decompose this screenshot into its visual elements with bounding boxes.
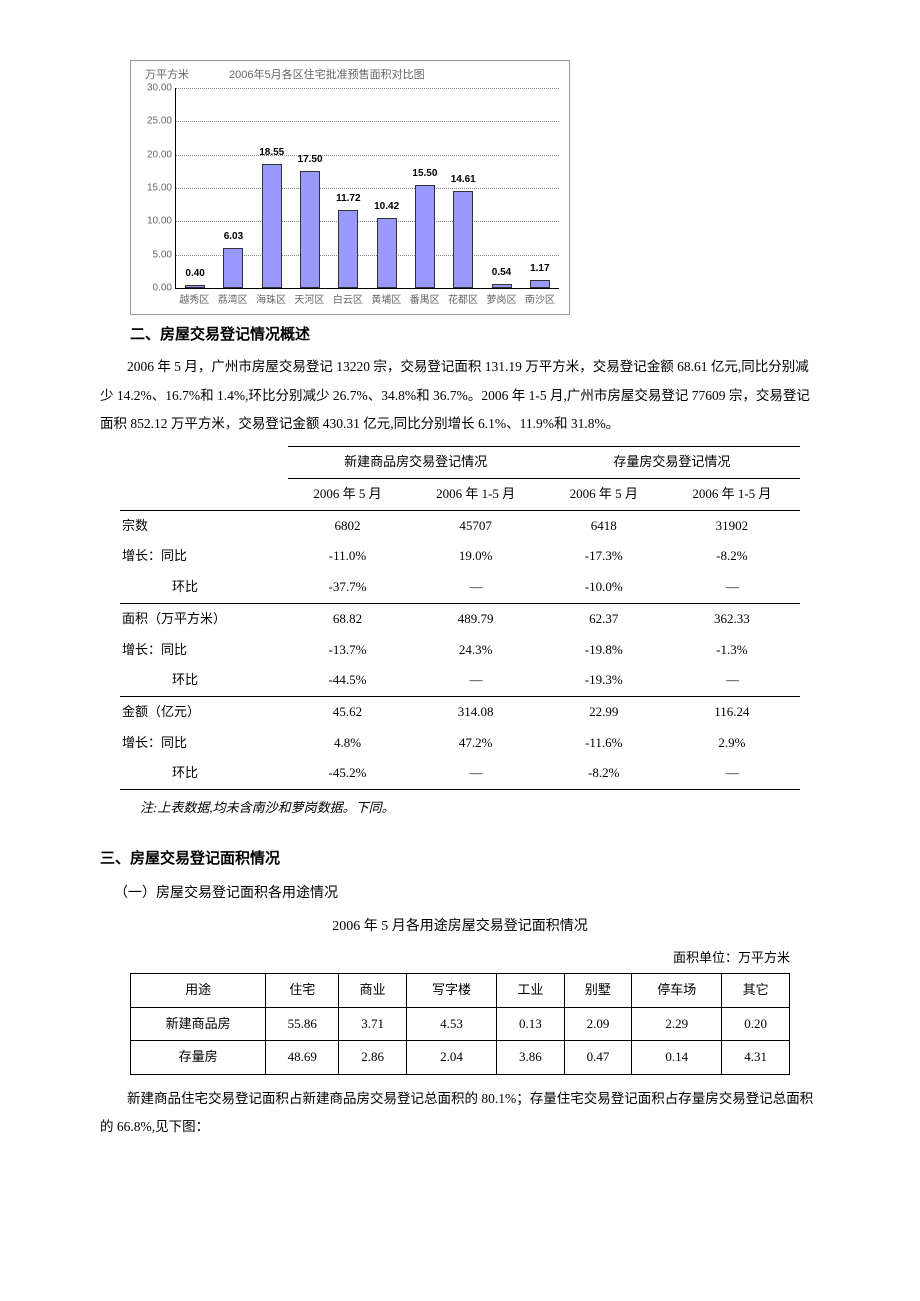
chart-bar [492,284,512,288]
chart-bar [415,185,435,288]
section-2-paragraph: 2006 年 5 月，广州市房屋交易登记 13220 宗，交易登记面积 131.… [100,353,820,438]
t1-col-a2: 2006 年 5 月 [544,479,664,511]
chart-xlabel: 荔湾区 [213,289,251,310]
chart-xlabel: 海珠区 [252,289,290,310]
table2-title: 2006 年 5 月各用途房屋交易登记面积情况 [100,914,820,941]
closing-paragraph: 新建商品住宅交易登记面积占新建商品房交易登记总面积的 80.1%；存量住宅交易登… [100,1085,820,1142]
chart-ytick: 5.00 [136,245,172,264]
chart-xlabel: 萝岗区 [482,289,520,310]
table-row: 金额（亿元）45.62314.0822.99116.24 [120,696,800,727]
table-row: 存量房48.692.862.043.860.470.144.31 [131,1041,790,1075]
chart-xlabel: 黄埔区 [367,289,405,310]
t2-header: 住宅 [266,974,339,1008]
chart-xlabel: 花都区 [444,289,482,310]
chart-bar-label: 1.17 [530,259,549,278]
chart-bar-label: 0.54 [492,263,511,282]
chart-xlabel: 番禺区 [405,289,443,310]
chart-bar-label: 18.55 [259,143,284,162]
t2-header: 停车场 [632,974,722,1008]
chart-bar [300,171,320,288]
table-row: 新建商品房55.863.714.530.132.092.290.20 [131,1007,790,1041]
table-row: 增长：同比-13.7%24.3%-19.8%-1.3% [120,635,800,666]
table-row: 环比-45.2%—-8.2%— [120,758,800,789]
t2-header: 其它 [722,974,790,1008]
t2-header: 商业 [339,974,407,1008]
t2-header: 别墅 [564,974,632,1008]
chart-header: 万平方米 2006年5月各区住宅批准预售面积对比图 [135,65,565,86]
chart-bar-label: 0.40 [185,264,204,283]
table-row: 宗数680245707641831902 [120,510,800,541]
chart-bar-label: 14.61 [451,170,476,189]
chart-bar [262,164,282,288]
t2-header: 写字楼 [406,974,496,1008]
chart-bar-label: 15.50 [412,164,437,183]
chart-ytick: 15.00 [136,178,172,197]
t1-group1: 新建商品房交易登记情况 [288,447,544,479]
chart-xlabel: 白云区 [329,289,367,310]
table-row: 环比-44.5%—-19.3%— [120,665,800,696]
section-3-sub1: （一）房屋交易登记面积各用途情况 [114,881,820,908]
t1-group2: 存量房交易登记情况 [544,447,800,479]
t2-header: 工业 [497,974,565,1008]
chart-plot-area: 0.005.0010.0015.0020.0025.0030.000.406.0… [175,88,559,289]
chart-ytick: 25.00 [136,112,172,131]
chart-ytick: 10.00 [136,212,172,231]
t2-header: 用途 [131,974,266,1008]
chart-bar-label: 17.50 [298,150,323,169]
t1-col-b1: 2006 年 1-5 月 [408,479,544,511]
chart-bar [377,218,397,287]
presale-area-chart: 万平方米 2006年5月各区住宅批准预售面积对比图 0.005.0010.001… [130,60,570,315]
chart-x-labels: 越秀区荔湾区海珠区天河区白云区黄埔区番禺区花都区萝岗区南沙区 [175,289,559,310]
chart-ytick: 20.00 [136,145,172,164]
chart-ytick: 30.00 [136,78,172,97]
chart-bar-label: 11.72 [336,189,360,208]
table2-unit: 面积单位：万平方米 [100,946,790,971]
chart-xlabel: 天河区 [290,289,328,310]
chart-bar [185,285,205,288]
table-row: 增长：同比-11.0%19.0%-17.3%-8.2% [120,541,800,572]
chart-xlabel: 越秀区 [175,289,213,310]
chart-bar [453,191,473,288]
table1-note: 注:上表数据,均未含南沙和萝岗数据。下同。 [140,796,820,821]
chart-xlabel: 南沙区 [521,289,559,310]
t1-col-a1: 2006 年 5 月 [288,479,408,511]
usage-area-table: 用途住宅商业写字楼工业别墅停车场其它 新建商品房55.863.714.530.1… [130,973,790,1075]
chart-bar-label: 6.03 [224,227,243,246]
chart-ytick: 0.00 [136,278,172,297]
t1-col-b2: 2006 年 1-5 月 [664,479,800,511]
chart-title: 2006年5月各区住宅批准预售面积对比图 [229,65,425,86]
chart-bar [223,248,243,288]
table-row: 环比-37.7%—-10.0%— [120,572,800,603]
section-3-heading: 三、房屋交易登记面积情况 [100,845,820,874]
section-2-heading: 二、房屋交易登记情况概述 [130,321,820,350]
chart-bar-label: 10.42 [374,197,399,216]
table-row: 面积（万平方米）68.82489.7962.37362.33 [120,603,800,634]
table-row: 增长：同比4.8%47.2%-11.6%2.9% [120,728,800,759]
chart-bar [530,280,550,288]
chart-bar [338,210,358,288]
transaction-summary-table: 新建商品房交易登记情况 存量房交易登记情况 2006 年 5 月 2006 年 … [120,446,800,790]
